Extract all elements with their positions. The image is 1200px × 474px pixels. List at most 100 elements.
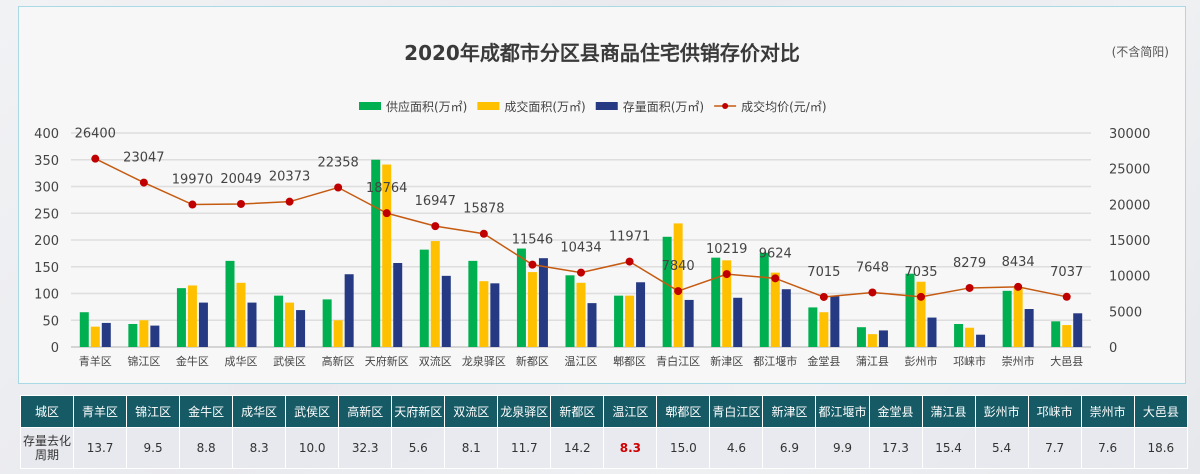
table-header-cell: 成华区 (232, 395, 287, 428)
bar-supply (1051, 321, 1061, 347)
price-point (674, 287, 683, 296)
bar-deal (965, 327, 975, 347)
table-header-cell: 蒲江县 (921, 395, 976, 428)
legend-label: 供应面积(万㎡) (386, 99, 467, 114)
bar-deal (916, 281, 926, 347)
price-point (479, 229, 488, 238)
price-point (528, 260, 537, 269)
price-data-label: 11971 (609, 230, 650, 245)
price-point (382, 209, 391, 218)
price-data-label: 20049 (220, 172, 261, 187)
bar-stock (636, 282, 646, 347)
bar-stock (344, 274, 354, 347)
table-header-cell: 新津区 (762, 395, 817, 428)
y-left-tick-label: 400 (34, 127, 59, 142)
table-cell: 8.3 (232, 427, 287, 469)
y-right-tick-label: 0 (1109, 341, 1117, 356)
price-point (625, 257, 634, 266)
bar-stock (878, 330, 888, 347)
table-row-label: 存量去化 周期 (19, 427, 75, 469)
bar-supply (419, 249, 429, 347)
price-data-label: 16947 (415, 194, 456, 209)
table-header-cell: 大邑县 (1133, 395, 1189, 428)
x-tick-label: 新津区 (710, 354, 743, 368)
bar-deal (90, 326, 100, 347)
bar-stock (247, 302, 257, 347)
bar-supply (274, 295, 284, 347)
price-point (1062, 292, 1071, 301)
price-point (577, 268, 585, 277)
table-cell: 5.4 (974, 427, 1029, 469)
price-point (237, 199, 245, 208)
price-point (91, 154, 100, 163)
table-header-row: 城区 青羊区 锦江区 金牛区 成华区 武侯区 高新区 天府新区 双流区 龙泉驿区 新都区 温江区 郫都区… (19, 395, 1189, 428)
table-cell: 9.5 (126, 427, 181, 469)
y-left-tick-label: 200 (34, 234, 59, 249)
price-data-label: 8279 (953, 256, 986, 271)
bar-supply (225, 260, 235, 347)
price-data-label: 9624 (759, 246, 792, 261)
x-tick-label: 邛崃市 (953, 354, 986, 368)
price-point (771, 274, 780, 283)
price-point (965, 283, 974, 292)
table-header-cell: 武侯区 (285, 395, 340, 428)
table-cell: 14.2 (550, 427, 605, 469)
bar-supply (662, 236, 672, 347)
bar-deal (430, 241, 440, 347)
price-point (722, 270, 731, 279)
table-header-cell: 金牛区 (179, 395, 234, 428)
price-data-label: 23047 (123, 151, 164, 166)
y-left-tick-label: 300 (34, 181, 59, 196)
x-tick-label: 金堂县 (807, 354, 840, 368)
table-cell: 8.8 (179, 427, 234, 469)
price-data-label: 7037 (1050, 265, 1083, 280)
bar-deal (770, 272, 780, 347)
bar-stock (927, 317, 937, 347)
legend-label: 成交均价(元/㎡) (741, 99, 826, 114)
table-cell: 15.4 (921, 427, 976, 469)
price-point (917, 292, 925, 301)
price-data-label: 11546 (512, 233, 553, 248)
price-point (334, 183, 343, 192)
bar-deal (819, 312, 829, 347)
bar-deal (625, 295, 635, 347)
table-cell: 8.1 (444, 427, 499, 469)
bar-stock (198, 302, 208, 347)
bar-stock (830, 296, 840, 347)
table-cell: 11.7 (497, 427, 552, 469)
x-tick-label: 金牛区 (176, 354, 209, 368)
legend-swatch (595, 102, 618, 110)
x-tick-label: 青白江区 (656, 354, 700, 368)
x-tick-label: 高新区 (322, 354, 355, 368)
table-cell: 17.3 (868, 427, 923, 469)
chart-note: (不含简阳) (1111, 45, 1169, 59)
table-cell: 7.7 (1027, 427, 1082, 469)
table-header-cell: 高新区 (338, 395, 393, 428)
x-tick-label: 天府新区 (365, 354, 409, 368)
price-data-label: 7840 (662, 259, 695, 274)
x-tick-label: 彭州市 (905, 354, 938, 368)
legend-swatch (359, 102, 381, 110)
price-data-label: 7015 (807, 265, 840, 280)
table-cell: 7.6 (1080, 427, 1135, 469)
bar-supply (565, 275, 575, 347)
x-tick-label: 新都区 (516, 354, 549, 368)
x-tick-label: 武侯区 (273, 354, 306, 368)
x-tick-label: 崇州市 (1002, 354, 1035, 368)
bar-stock (393, 263, 403, 347)
price-point (868, 288, 877, 297)
legend-marker (722, 103, 729, 109)
table-cell: 9.9 (815, 427, 870, 469)
bar-supply (856, 327, 866, 347)
x-tick-label: 成华区 (225, 354, 258, 368)
table-header-cell: 青羊区 (73, 395, 128, 428)
bar-supply (516, 248, 526, 347)
price-data-label: 8434 (1002, 255, 1035, 270)
x-tick-label: 大邑县 (1050, 354, 1083, 368)
y-left-tick-label: 0 (51, 341, 59, 356)
legend-item: 成交均价(元/㎡) (714, 99, 827, 114)
table-header-cell: 金堂县 (868, 395, 923, 428)
table-row: 存量去化 周期 13.7 9.5 8.8 8.3 10.0 32.3 5.6 8.1 11.7 14.… (19, 427, 1189, 469)
bar-stock (1073, 313, 1083, 347)
table-cell: 4.6 (709, 427, 764, 469)
